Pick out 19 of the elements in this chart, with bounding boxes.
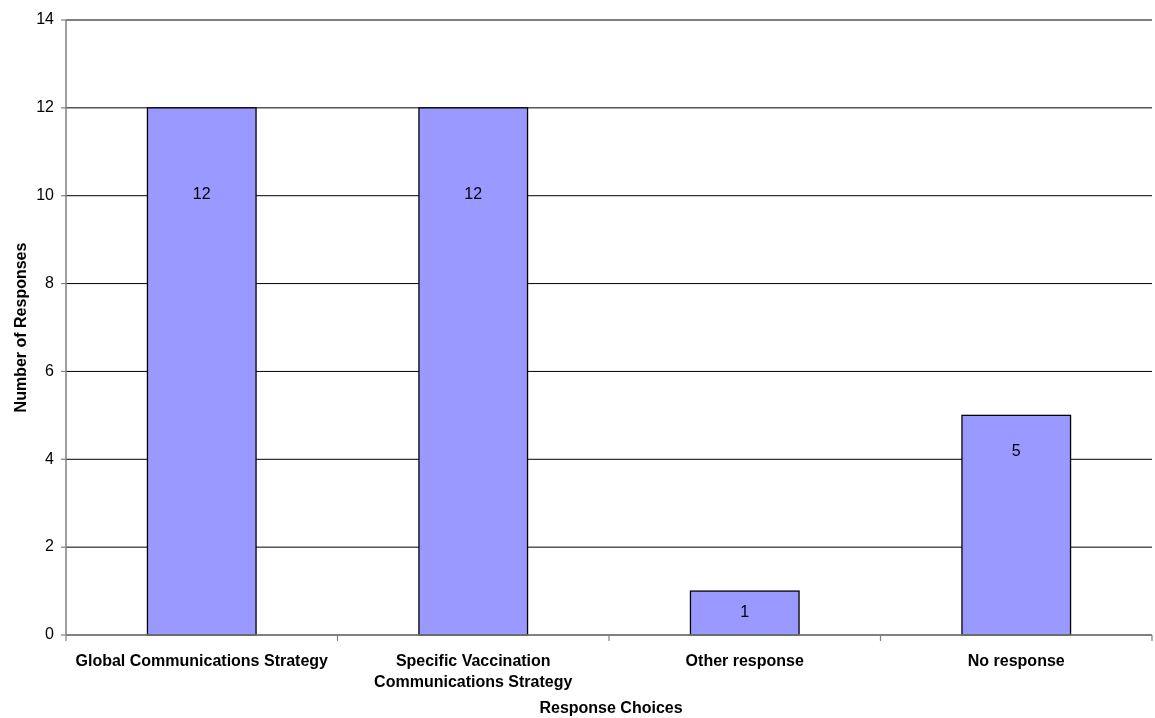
y-axis-title: Number of Responses bbox=[12, 242, 29, 413]
y-tick-label: 6 bbox=[45, 361, 55, 379]
y-tick-label: 2 bbox=[45, 537, 55, 555]
bar bbox=[689, 590, 800, 636]
data-label: 1 bbox=[740, 603, 750, 621]
x-tick-label: Other response bbox=[685, 652, 804, 669]
y-tick-label: 0 bbox=[45, 625, 55, 643]
data-label: 12 bbox=[192, 185, 211, 203]
x-tick-label: Specific Vaccination Communications Strategy bbox=[374, 652, 573, 690]
y-tick-label: 10 bbox=[36, 185, 55, 203]
y-tick-label: 14 bbox=[36, 10, 55, 28]
y-tick-label: 4 bbox=[45, 449, 55, 467]
data-label: 5 bbox=[1011, 441, 1021, 459]
y-tick-label: 12 bbox=[36, 98, 55, 116]
x-axis-title: Response Choices bbox=[539, 699, 683, 716]
x-tick-label: No response bbox=[967, 652, 1065, 669]
data-label: 12 bbox=[464, 185, 483, 203]
y-tick-label: 8 bbox=[45, 273, 55, 291]
x-tick-label: Global Communications Strategy bbox=[75, 652, 329, 669]
